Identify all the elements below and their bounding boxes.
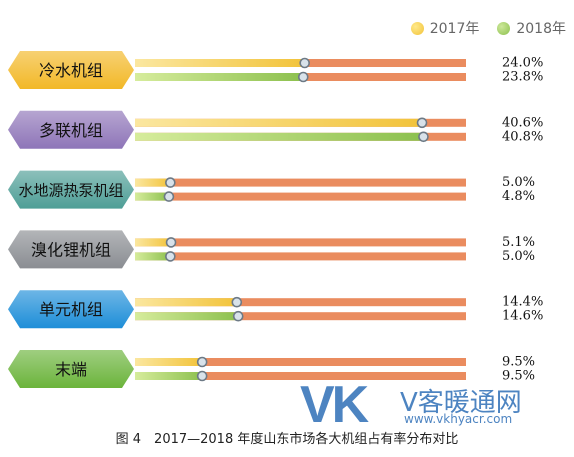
category-label: 冷水机组 [39, 61, 103, 80]
bar-2017 [135, 298, 237, 307]
legend-swatch-2017 [410, 21, 424, 35]
data-point [231, 296, 243, 308]
watermark: VK V客暖通网 www.vkhyacr.com [300, 376, 570, 434]
value-label: 40.6% [502, 115, 543, 130]
legend-swatch-2018 [497, 21, 511, 35]
watermark-logo: VK [300, 376, 369, 434]
data-point [232, 310, 244, 322]
bar-track [135, 178, 466, 187]
category-shape-1 [8, 110, 134, 149]
bar-track [135, 372, 466, 380]
bar-track [135, 312, 466, 321]
data-point [297, 71, 309, 83]
category-label: 单元机组 [39, 300, 103, 319]
legend-label-2018: 2018年 [516, 21, 566, 37]
bar-2018 [135, 73, 304, 81]
bar-2018 [135, 372, 203, 380]
bar-2018 [135, 312, 239, 321]
bar-track [135, 358, 466, 366]
value-label: 5.0% [502, 175, 535, 190]
bar-2018 [135, 252, 171, 261]
category-shape-5 [8, 350, 134, 388]
legend-item-2017: 2017年 [410, 18, 480, 38]
data-point [165, 177, 176, 188]
value-label: 14.4% [502, 295, 543, 310]
category-shape-4 [8, 290, 134, 329]
bar-2017 [135, 178, 171, 187]
data-point [165, 237, 177, 248]
data-point [299, 57, 310, 69]
bar-track [135, 252, 466, 261]
category-label: 水地源热泵机组 [18, 182, 123, 200]
value-label: 24.0% [502, 56, 543, 71]
legend: 2017年 2018年 [410, 16, 566, 40]
value-label: 5.1% [502, 235, 535, 250]
bar-track [135, 238, 466, 247]
value-label: 14.6% [502, 309, 543, 324]
value-label: 9.5% [502, 355, 535, 370]
value-label: 9.5% [502, 369, 535, 384]
figure-caption: 图 4 2017—2018 年度山东市场各大机组占有率分布对比 [115, 432, 459, 447]
watermark-name: V客暖通网 [400, 388, 522, 418]
bar-2018 [135, 192, 169, 201]
bar-track [135, 298, 466, 307]
bar-track [135, 192, 466, 201]
value-label: 23.8% [502, 70, 543, 85]
bar-2018 [135, 132, 424, 141]
data-point [418, 131, 429, 143]
data-point [196, 356, 208, 368]
value-label: 40.8% [502, 129, 543, 144]
bar-2017 [135, 358, 203, 366]
legend-label-2017: 2017年 [429, 21, 480, 37]
category-label: 末端 [55, 360, 87, 379]
category-label: 多联机组 [39, 121, 103, 140]
value-label: 4.8% [502, 189, 535, 204]
category-shape-2 [8, 170, 134, 209]
data-point [165, 251, 176, 262]
category-shape-0 [8, 51, 134, 89]
category-shape-3 [8, 230, 134, 269]
bar-2017 [135, 118, 423, 127]
bar-2017 [135, 238, 172, 247]
bar-2017 [135, 59, 305, 67]
category-label: 溴化锂机组 [31, 240, 111, 259]
watermark-url: www.vkhyacr.com [404, 412, 513, 426]
data-point [416, 117, 428, 129]
data-point [163, 191, 175, 202]
value-label: 5.0% [502, 249, 535, 264]
legend-item-2018: 2018年 [497, 18, 566, 38]
data-point [196, 370, 208, 382]
